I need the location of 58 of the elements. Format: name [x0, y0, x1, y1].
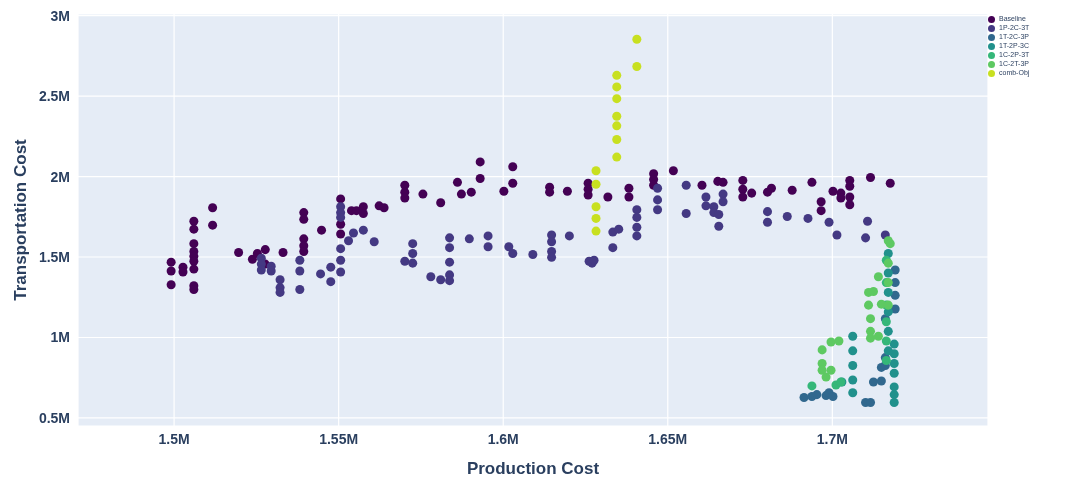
point [873, 331, 883, 341]
point [826, 337, 836, 347]
point [876, 376, 886, 386]
x-tick-label: 1.55M [319, 430, 359, 447]
point [591, 213, 601, 223]
point [591, 179, 601, 189]
point [834, 336, 844, 346]
point [591, 226, 601, 236]
point [826, 365, 836, 375]
point [881, 336, 891, 346]
point [799, 393, 809, 403]
point [812, 390, 822, 400]
point [828, 392, 838, 402]
x-tick-label: 1.7M [816, 430, 848, 447]
point [591, 166, 601, 176]
x-tick-label: 1.65M [648, 430, 688, 447]
point [817, 345, 827, 355]
point [591, 202, 601, 212]
point [821, 372, 831, 382]
point [883, 268, 893, 278]
y-tick-label: 1.5M [38, 248, 70, 265]
point [848, 346, 858, 356]
point [848, 331, 858, 341]
point [848, 375, 858, 385]
x-axis-title: Production Cost [466, 459, 600, 478]
x-tick-label: 1.5M [158, 430, 190, 447]
point [889, 398, 899, 408]
point [807, 381, 817, 391]
point [883, 287, 893, 297]
point [612, 94, 622, 104]
point [612, 111, 622, 121]
point [612, 121, 622, 131]
y-tick-label: 3M [50, 7, 70, 24]
point [612, 70, 622, 80]
point [889, 390, 899, 400]
point [612, 152, 622, 162]
point [889, 368, 899, 378]
y-tick-label: 0.5M [38, 409, 70, 426]
point [883, 346, 893, 356]
point [612, 82, 622, 92]
point [865, 314, 876, 324]
y-tick-label: 2.5M [38, 88, 70, 105]
point [883, 326, 893, 336]
point [632, 34, 642, 44]
y-axis-title: Transportation Cost [11, 138, 31, 301]
y-tick-label: 2M [50, 168, 70, 185]
point [848, 360, 858, 370]
y-tick-label: 1M [50, 329, 70, 346]
point [612, 135, 622, 145]
point [864, 300, 874, 310]
point [868, 377, 878, 387]
point [848, 388, 858, 398]
x-tick-label: 1.6M [487, 430, 519, 447]
point [632, 61, 642, 71]
point [873, 272, 883, 282]
point [865, 333, 876, 343]
point [889, 339, 899, 349]
point [889, 359, 899, 369]
